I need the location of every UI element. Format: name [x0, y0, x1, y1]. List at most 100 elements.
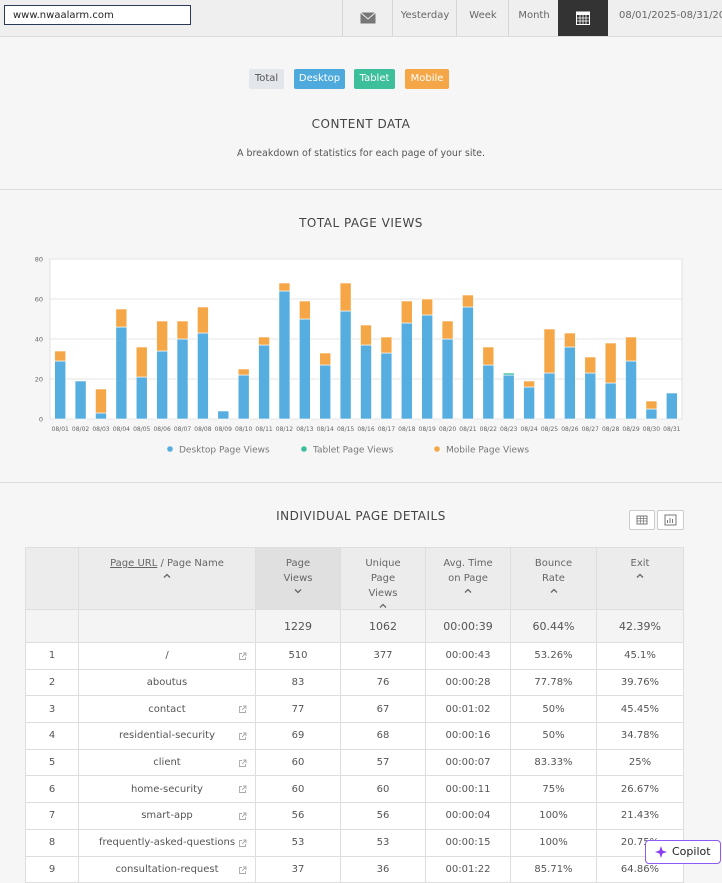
sort-arrow — [550, 588, 557, 593]
legend-label: Mobile Page Views — [446, 446, 529, 456]
external-link-glyph — [239, 785, 247, 794]
bar-segment — [543, 372, 556, 420]
x-tick-label: 08/28 — [602, 426, 619, 433]
cell-text: 00:00:16 — [445, 730, 491, 742]
page-name[interactable]: / — [165, 650, 169, 662]
bar-segment — [237, 368, 250, 376]
sort-icon[interactable] — [550, 588, 558, 594]
section-title: CONTENT DATA — [311, 117, 411, 131]
mail-button[interactable] — [342, 0, 393, 36]
x-tick-label: 08/13 — [296, 426, 313, 433]
period-button[interactable]: Month — [508, 0, 559, 36]
filter-button[interactable]: Mobile — [405, 69, 449, 89]
sort-link[interactable]: Page URL — [110, 558, 158, 569]
cell: 00:01:02 — [425, 695, 511, 724]
external-link-icon[interactable] — [238, 705, 247, 714]
header-cell[interactable]: Unique Page Views — [340, 547, 426, 610]
legend-label: Tablet Page Views — [312, 446, 394, 456]
header-cell[interactable]: Page Views — [255, 547, 341, 610]
cell: 8 — [25, 828, 79, 857]
cell-text: 25% — [628, 757, 652, 769]
cell-text: 56 — [291, 810, 305, 822]
cell: 60 — [255, 748, 341, 777]
data-row: 8 frequently-asked-questions 53 53 00:00:15 1… — [25, 828, 684, 857]
external-link-icon[interactable] — [238, 652, 247, 661]
bar-segment — [115, 308, 128, 328]
cell: 56 — [255, 802, 341, 830]
cell: 69 — [255, 722, 341, 750]
page-name[interactable]: aboutus — [146, 677, 188, 689]
header-cell[interactable]: Exit — [596, 547, 684, 610]
cell: 00:01:22 — [425, 855, 511, 883]
period-button[interactable]: Week — [456, 0, 509, 36]
cell: 1 — [25, 642, 79, 670]
cell-text: 60 — [291, 783, 305, 795]
bar-segment — [502, 374, 515, 420]
x-tick-label: 08/26 — [561, 426, 578, 433]
cell-text: 377 — [373, 650, 393, 662]
table-view-button[interactable] — [629, 510, 655, 530]
totals-row: 1229 1062 00:00:39 60.44% 42.39% — [25, 609, 684, 643]
cell: 00:00:15 — [425, 828, 511, 857]
cell: 00:00:04 — [425, 802, 511, 830]
sort-icon[interactable] — [163, 573, 171, 579]
cell: 83 — [255, 668, 341, 697]
external-link-icon[interactable] — [238, 785, 247, 794]
page-name[interactable]: home-security — [131, 783, 203, 795]
external-link-icon[interactable] — [238, 866, 247, 875]
cell-text: 53 — [376, 837, 390, 849]
filter-button[interactable]: Tablet — [354, 69, 395, 89]
cell-text: 7 — [48, 810, 56, 822]
cell-text: 53 — [291, 837, 305, 849]
bar-segment — [258, 344, 270, 420]
page-details-table: Page URL / Page Name Page Views Unique Pag… — [25, 547, 684, 883]
bar-segment — [441, 320, 454, 340]
period-button[interactable]: Yesterday — [392, 0, 457, 36]
cell: home-security — [78, 775, 256, 804]
date-range[interactable]: 08/01/2025-08/31/2025 — [619, 10, 722, 21]
page-name[interactable]: contact — [148, 703, 186, 715]
page-name[interactable]: consultation-request — [115, 863, 219, 875]
filter-button[interactable]: Total — [249, 69, 284, 89]
chart-view-button[interactable] — [657, 510, 684, 530]
page-name[interactable]: smart-app — [141, 810, 193, 822]
cell-text: 50% — [542, 703, 565, 715]
external-link-icon[interactable] — [238, 732, 247, 741]
page-name[interactable]: residential-security — [118, 730, 215, 742]
x-tick-label: 08/17 — [378, 426, 395, 433]
bar-segment — [462, 294, 474, 308]
bar-segment — [604, 342, 617, 384]
sort-icon[interactable] — [636, 573, 644, 579]
cell-text: 64.86% — [620, 863, 660, 875]
url-field[interactable]: www.nwaalarm.com — [4, 5, 191, 25]
cell: 00:00:28 — [425, 668, 511, 697]
copilot-button[interactable]: Copilot — [645, 840, 721, 864]
calendar-button[interactable] — [558, 0, 608, 36]
sort-icon[interactable] — [294, 588, 302, 594]
header-cell[interactable]: Page URL / Page Name — [78, 547, 256, 610]
x-tick-label: 08/25 — [541, 426, 558, 433]
external-link-glyph — [239, 732, 247, 741]
bar-segment — [176, 338, 189, 420]
bar-segment — [645, 408, 658, 420]
legend-swatch — [167, 446, 173, 452]
sort-icon[interactable] — [464, 588, 472, 594]
cell: 53.26% — [510, 642, 597, 670]
cell-text: 37 — [291, 863, 305, 875]
cell: 56 — [340, 802, 426, 830]
x-tick-label: 08/05 — [133, 426, 150, 433]
header-cell[interactable]: Avg. Time on Page — [425, 547, 511, 610]
filter-button[interactable]: Desktop — [294, 69, 345, 89]
cell: 6 — [25, 775, 79, 804]
data-row: 1 / 510 377 00:00:43 53.26% 45.1% — [25, 642, 684, 670]
header-cell[interactable]: Bounce Rate — [510, 547, 597, 610]
page-name[interactable]: client — [153, 757, 181, 769]
sort-icon[interactable] — [379, 603, 387, 609]
cell: 39.76% — [596, 668, 684, 697]
cell: frequently-asked-questions — [78, 828, 256, 857]
bar-segment — [74, 380, 87, 420]
external-link-icon[interactable] — [238, 812, 247, 821]
page-name[interactable]: frequently-asked-questions — [98, 837, 236, 849]
external-link-icon[interactable] — [238, 839, 247, 848]
external-link-icon[interactable] — [238, 759, 247, 768]
